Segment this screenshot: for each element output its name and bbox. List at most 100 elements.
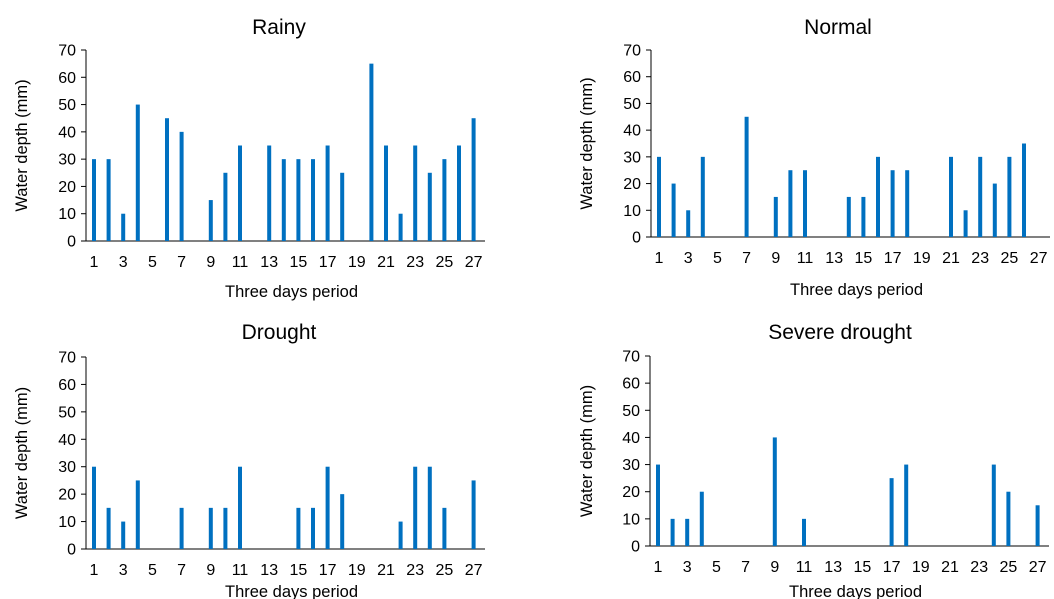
x-tick-label: 9 [206, 254, 215, 271]
y-tick-label: 20 [58, 487, 76, 504]
bar [267, 146, 271, 242]
y-tick-label: 20 [622, 484, 640, 501]
bar [92, 467, 96, 549]
bar [701, 157, 705, 237]
x-tick-label: 19 [348, 562, 366, 579]
y-tick-label: 70 [58, 43, 76, 60]
bar [671, 519, 675, 546]
x-tick-label: 15 [290, 562, 308, 579]
bar [472, 480, 476, 549]
y-tick-label: 60 [58, 70, 76, 87]
bar [949, 157, 953, 237]
x-tick-label: 23 [970, 559, 988, 576]
x-tick-label: 9 [771, 250, 780, 267]
x-tick-label: 13 [260, 562, 278, 579]
bar [1036, 505, 1040, 546]
y-tick-label: 50 [623, 96, 641, 113]
bar [686, 210, 690, 237]
y-tick-label: 40 [623, 123, 641, 140]
bar [326, 146, 330, 242]
y-tick-label: 10 [58, 206, 76, 223]
x-tick-label: 3 [684, 250, 693, 267]
x-tick-label: 17 [884, 250, 902, 267]
bar [136, 105, 140, 241]
x-tick-label: 19 [348, 254, 366, 271]
x-tick-label: 13 [260, 254, 278, 271]
x-tick-label: 11 [232, 562, 249, 579]
x-tick-label: 9 [206, 562, 215, 579]
x-tick-label: 27 [1030, 250, 1048, 267]
bar [223, 508, 227, 549]
bar [238, 467, 242, 549]
x-tick-label: 11 [796, 559, 813, 576]
bar [672, 184, 676, 237]
x-tick-label: 1 [654, 559, 663, 576]
x-tick-label: 7 [742, 250, 751, 267]
bar [1006, 492, 1010, 546]
x-axis-title: Three days period [225, 583, 358, 599]
bar [774, 197, 778, 237]
x-tick-label: 25 [1000, 559, 1018, 576]
chart-title: Severe drought [768, 321, 912, 344]
x-tick-label: 23 [406, 254, 424, 271]
x-tick-label: 21 [942, 250, 960, 267]
bar [296, 508, 300, 549]
bar [369, 64, 373, 241]
x-axis-title: Three days period [225, 283, 358, 301]
bar [904, 465, 908, 546]
bar [685, 519, 689, 546]
bar [992, 465, 996, 546]
x-tick-label: 5 [148, 562, 157, 579]
x-tick-label: 17 [883, 559, 901, 576]
chart-title: Rainy [252, 16, 306, 39]
bar [745, 117, 749, 237]
bar [428, 173, 432, 241]
y-tick-label: 30 [622, 457, 640, 474]
bar [803, 170, 807, 237]
bar [700, 492, 704, 546]
x-tick-label: 1 [655, 250, 664, 267]
bar [121, 214, 125, 241]
x-tick-label: 17 [319, 562, 337, 579]
x-tick-label: 27 [1029, 559, 1047, 576]
bar [107, 508, 111, 549]
bar [802, 519, 806, 546]
x-tick-label: 15 [855, 250, 873, 267]
bar [209, 200, 213, 241]
y-tick-label: 0 [67, 234, 76, 251]
bar [165, 118, 169, 241]
bar [788, 170, 792, 237]
bar [964, 210, 968, 237]
y-tick-label: 40 [58, 124, 76, 141]
y-tick-label: 60 [58, 377, 76, 394]
x-tick-label: 3 [119, 254, 128, 271]
x-axis-title: Three days period [790, 281, 923, 299]
bar [891, 170, 895, 237]
x-tick-label: 15 [290, 254, 308, 271]
x-tick-label: 7 [741, 559, 750, 576]
y-axis-title: Water depth (mm) [13, 387, 31, 519]
x-axis-title: Three days period [789, 583, 922, 599]
bar [978, 157, 982, 237]
bar [656, 465, 660, 546]
bar [399, 214, 403, 241]
x-tick-label: 13 [825, 250, 843, 267]
bar [876, 157, 880, 237]
x-tick-label: 19 [913, 250, 931, 267]
x-tick-label: 21 [941, 559, 959, 576]
y-tick-label: 70 [622, 349, 640, 366]
y-tick-label: 20 [623, 176, 641, 193]
bar [399, 522, 403, 549]
y-tick-label: 40 [58, 432, 76, 449]
bar [180, 508, 184, 549]
bar [442, 508, 446, 549]
x-tick-label: 23 [971, 250, 989, 267]
x-tick-label: 25 [1001, 250, 1019, 267]
chart-title: Normal [804, 16, 872, 39]
x-tick-label: 13 [824, 559, 842, 576]
x-tick-label: 19 [912, 559, 930, 576]
